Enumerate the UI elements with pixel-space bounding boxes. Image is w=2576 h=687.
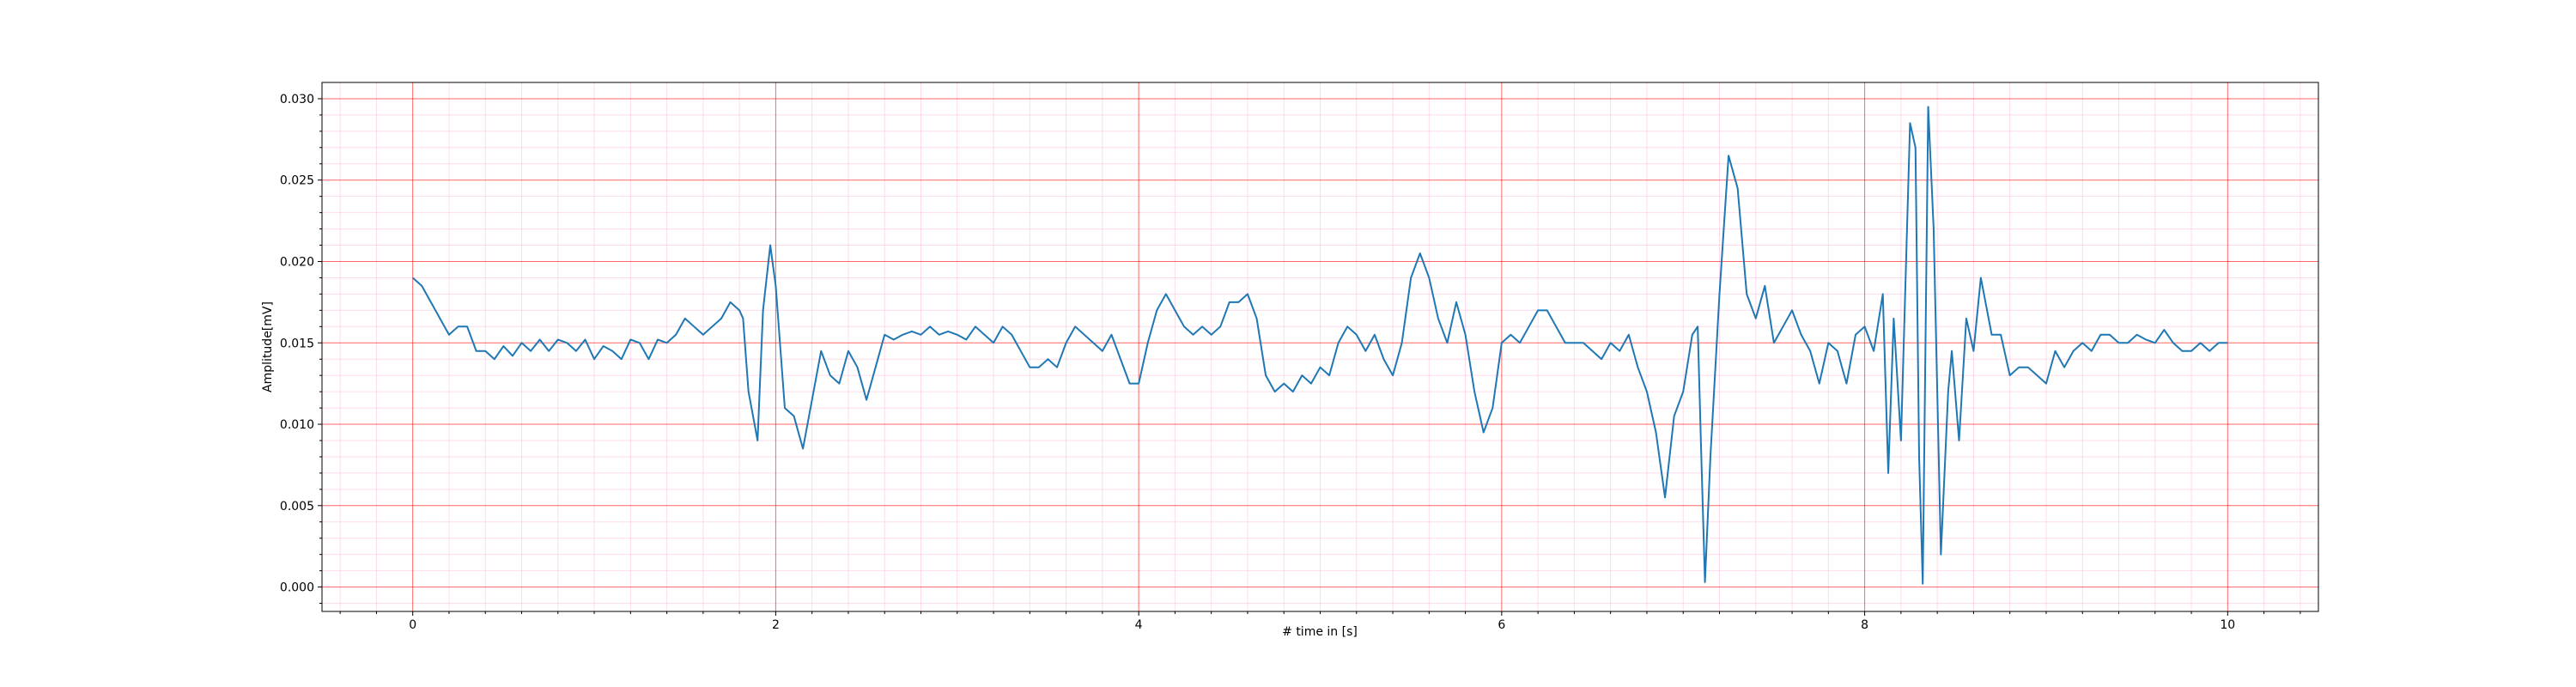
y-tick-label: 0.025 (280, 174, 314, 188)
y-axis-label: Amplitude[mV] (261, 301, 275, 392)
y-tick-label: 0.015 (280, 337, 314, 350)
x-tick-label: 10 (2220, 618, 2235, 632)
signal-line (412, 106, 2228, 585)
y-tick-label: 0.005 (280, 500, 314, 514)
x-tick-label: 8 (1861, 618, 1868, 632)
y-tick-label: 0.010 (280, 418, 314, 432)
y-tick-label: 0.030 (280, 93, 314, 106)
x-axis-label: # time in [s] (1282, 625, 1358, 639)
x-tick-label: 0 (409, 618, 416, 632)
y-tick-label: 0.020 (280, 255, 314, 269)
x-tick-label: 4 (1135, 618, 1143, 632)
x-tick-label: 6 (1498, 618, 1505, 632)
x-tick-label: 2 (772, 618, 780, 632)
y-tick-label: 0.000 (280, 581, 314, 595)
plot-frame (321, 82, 2319, 612)
